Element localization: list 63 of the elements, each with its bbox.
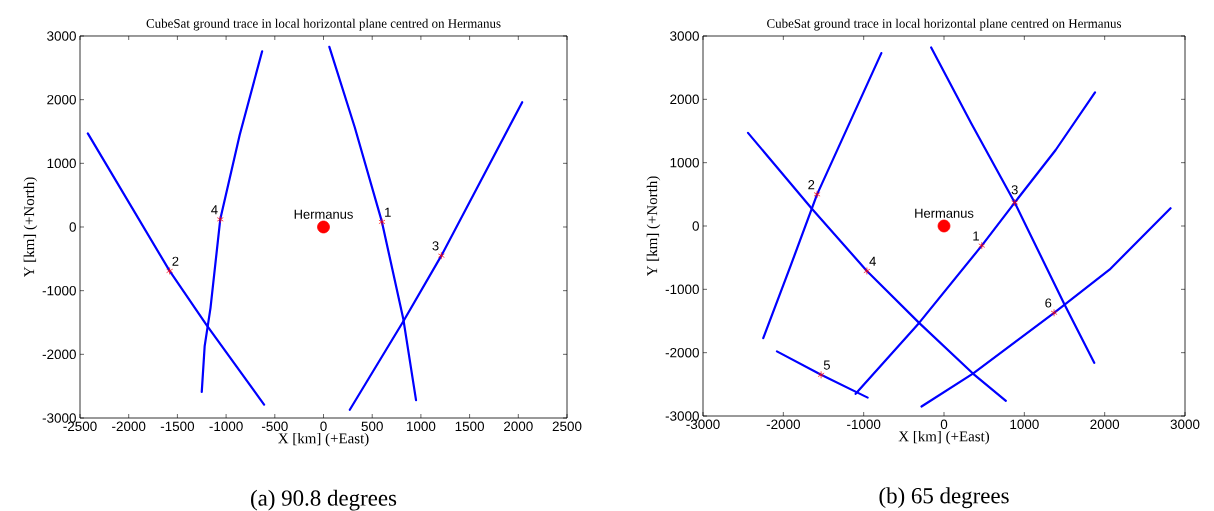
x-tick-label: -500 (261, 421, 288, 432)
y-tick-label: 1000 (47, 158, 76, 169)
chart-title: CubeSat ground trace in local horizontal plane centred on Hermanus (146, 18, 501, 31)
annotation: Hermanus (915, 208, 974, 218)
x-tick-label: 1000 (406, 421, 436, 432)
y-axis-title: Y [km] (+North) (23, 177, 38, 278)
text: (b) 65 degrees (879, 487, 1009, 509)
y-tick-label: -1000 (665, 284, 699, 295)
annotation: 2 (808, 180, 815, 190)
y-tick-label: 0 (69, 222, 76, 232)
point (216, 215, 224, 224)
annotation: 5 (823, 360, 830, 370)
point (937, 219, 951, 233)
x-tick-label: -3000 (686, 419, 720, 430)
annotation: 6 (1045, 298, 1052, 308)
x-tick-label: 3000 (1170, 419, 1200, 430)
x-axis-title: X [km] (+East) (898, 430, 990, 445)
x-tick-label: 2500 (552, 421, 582, 432)
point (1011, 198, 1019, 207)
point (1050, 308, 1058, 317)
y-tick-label: 2000 (47, 94, 76, 105)
annotation: 4 (869, 256, 876, 266)
x-tick-label: -2000 (766, 419, 801, 430)
text: (a) 90.8 degrees (251, 489, 397, 511)
x-axis-title: X [km] (+East) (278, 432, 369, 447)
y-tick-label: 3000 (47, 31, 76, 41)
point (166, 267, 173, 275)
x-tick-label: 2000 (1090, 419, 1120, 430)
point (863, 267, 871, 275)
y-tick-label: 1000 (670, 157, 699, 168)
x-tick-label: 1500 (455, 421, 485, 432)
annotation: 3 (1011, 185, 1018, 195)
annotation: 2 (172, 256, 179, 266)
y-tick-label: -3000 (665, 411, 699, 421)
annotation: 3 (432, 241, 439, 251)
x-tick-label: -1000 (209, 421, 243, 432)
chart-title: CubeSat ground trace in local horizontal plane centred on Hermanus (767, 18, 1122, 31)
x-tick-label: -2000 (112, 421, 146, 432)
y-tick-label: 3000 (670, 31, 699, 41)
y-axis-title: Y [km] (+North) (646, 176, 661, 277)
y-tick-label: -1000 (42, 285, 76, 296)
x-tick-label: -1500 (160, 421, 195, 432)
point (817, 370, 825, 379)
x-tick-label: 500 (361, 421, 383, 432)
y-tick-label: 0 (692, 221, 699, 231)
point (813, 190, 821, 199)
annotation: Hermanus (294, 209, 353, 219)
annotation: 1 (385, 207, 391, 217)
annotation: 1 (973, 231, 979, 241)
point (437, 251, 445, 260)
y-tick-label: -2000 (665, 347, 699, 358)
x-tick-label: 0 (320, 421, 327, 432)
x-tick-label: 1000 (1010, 419, 1039, 430)
point (317, 220, 330, 234)
annotation: 4 (211, 205, 218, 215)
x-tick-label: -2500 (63, 421, 97, 432)
x-tick-label: 2000 (504, 421, 533, 432)
point (978, 241, 986, 250)
y-tick-label: 2000 (670, 94, 699, 105)
point (378, 218, 386, 226)
x-tick-label: 0 (940, 419, 948, 430)
y-tick-label: -2000 (42, 349, 76, 360)
x-tick-label: -1000 (847, 419, 881, 430)
